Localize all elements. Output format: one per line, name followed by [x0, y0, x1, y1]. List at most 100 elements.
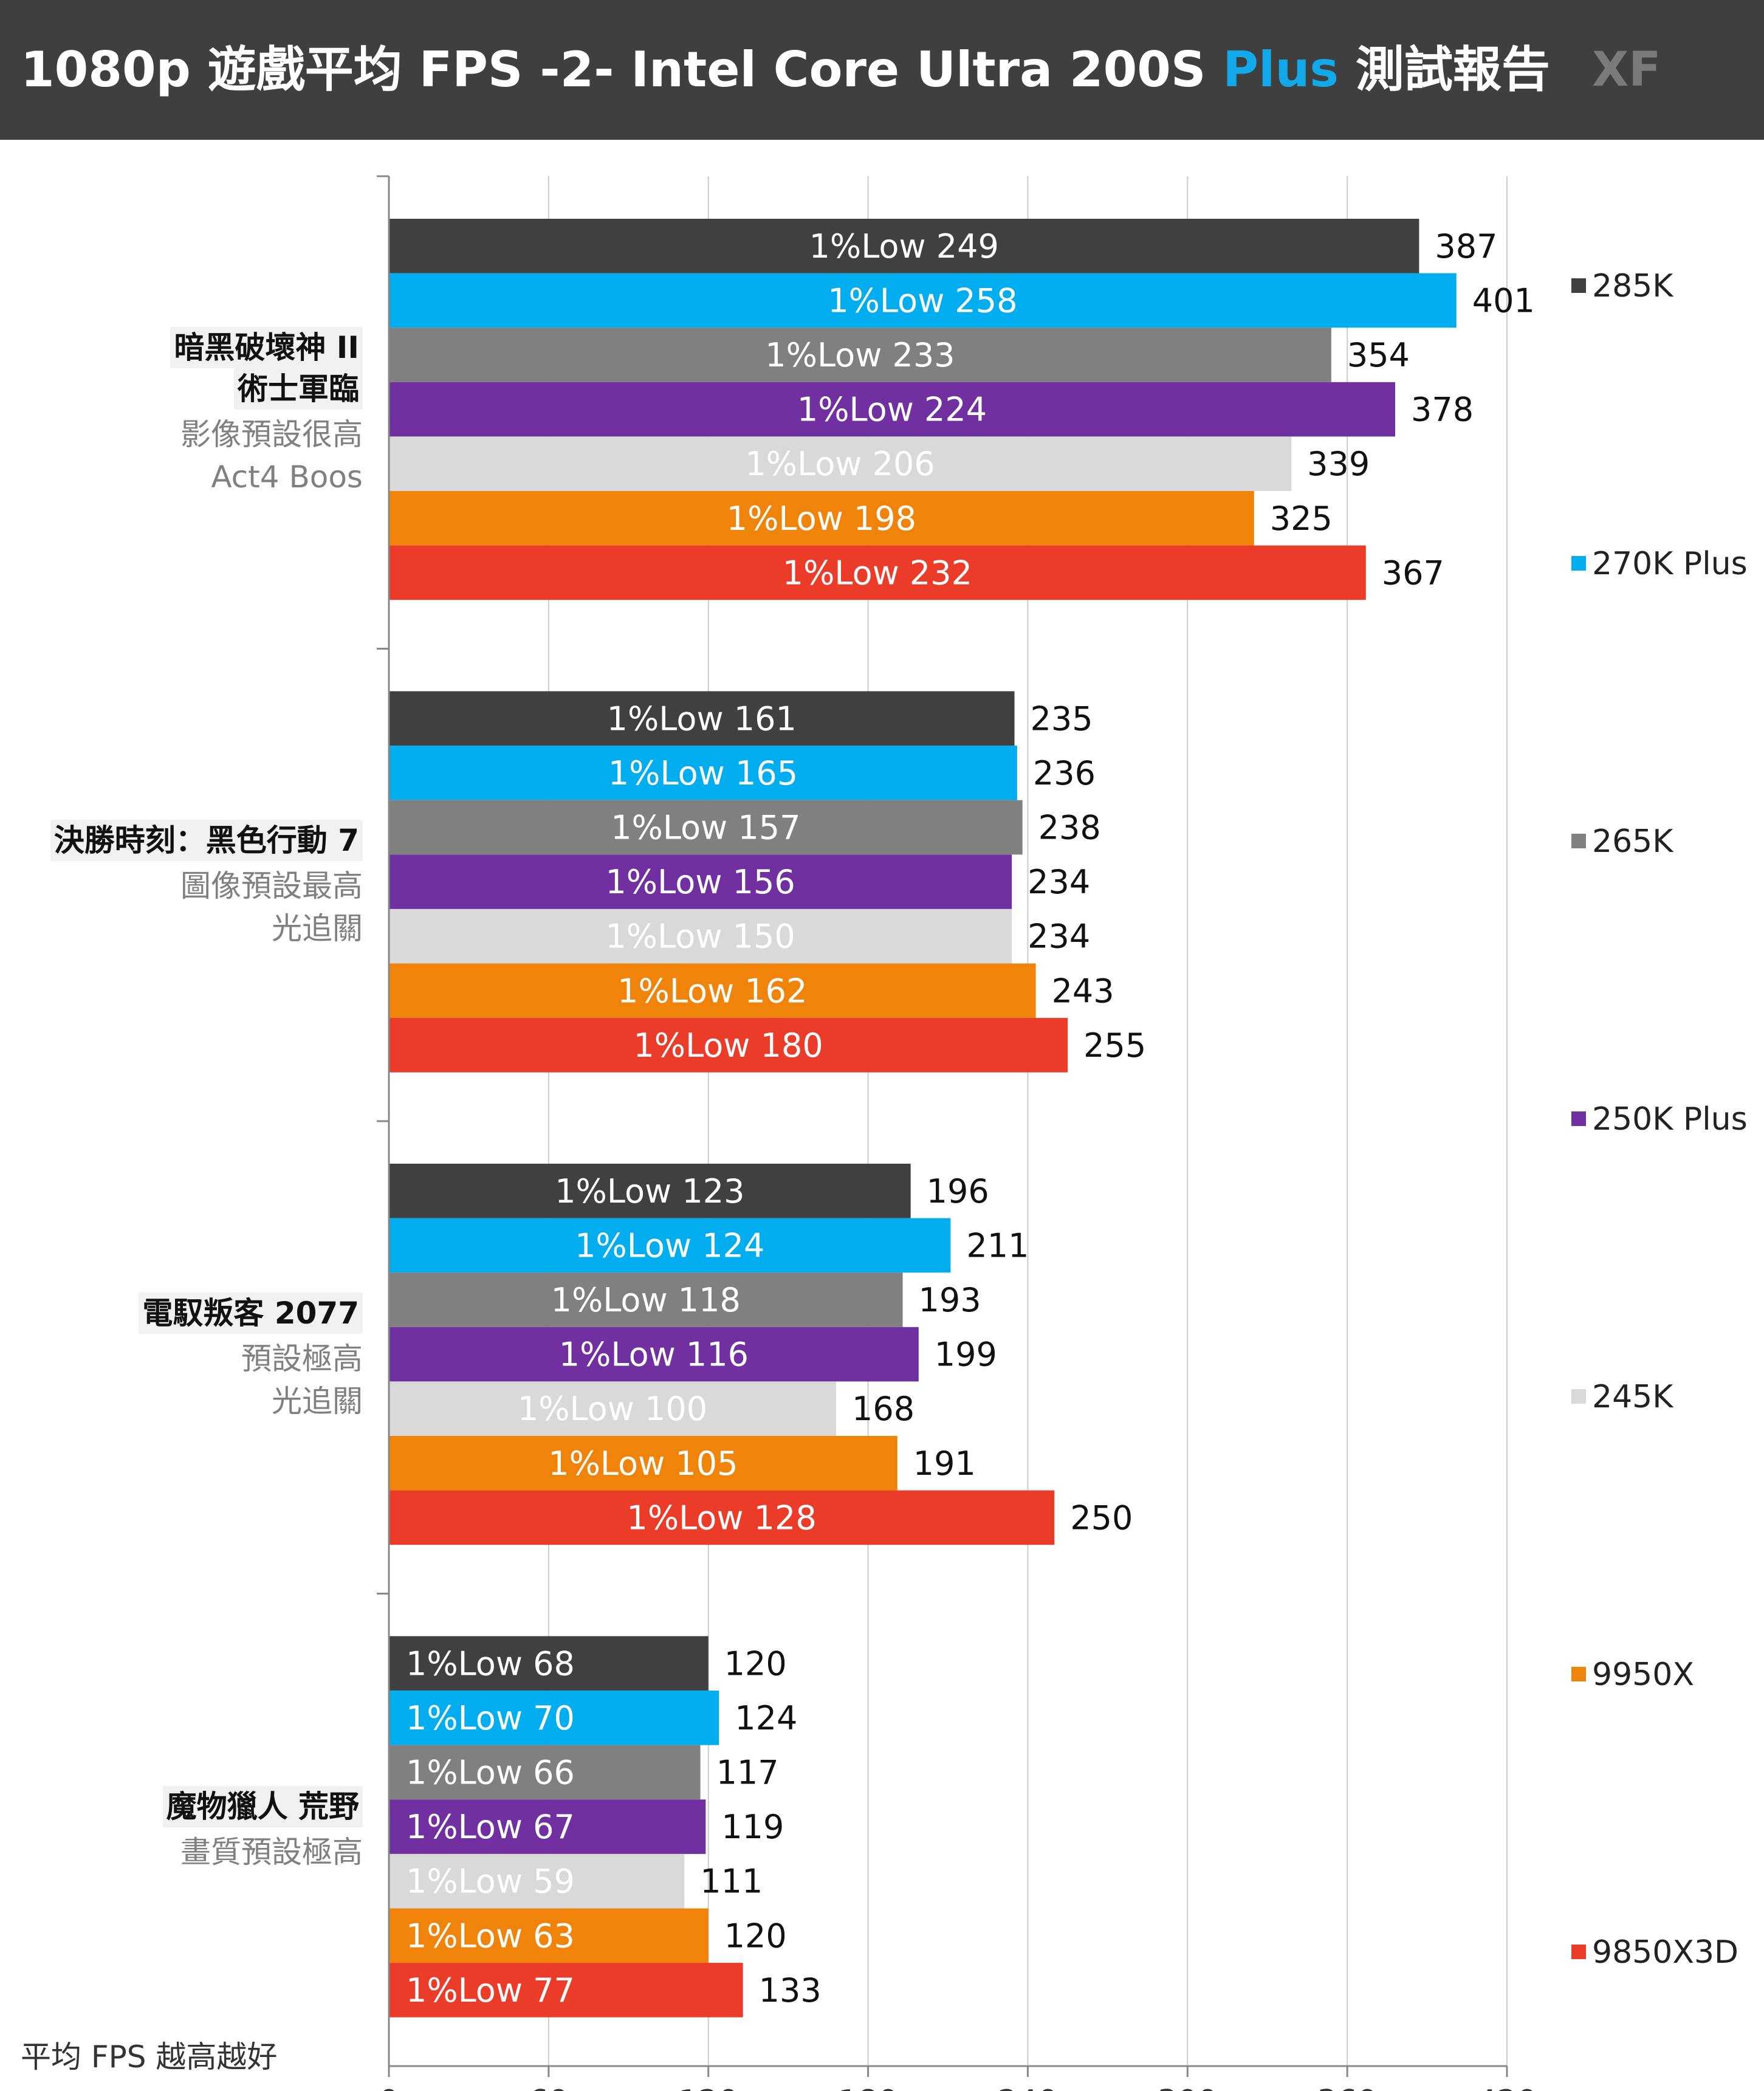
- category-title: 電馭叛客 2077: [139, 1292, 363, 1334]
- bar-low-label: 1%Low 66: [406, 1754, 575, 1792]
- bar: [389, 1490, 1055, 1545]
- legend-label: 9850X3D: [1592, 1934, 1739, 1971]
- legend-item: 270K Plus: [1571, 543, 1748, 585]
- x-tick-label: 420: [1477, 2084, 1537, 2091]
- bar-low-label: 1%Low 232: [783, 554, 972, 592]
- category-subtitle: Act4 Boos: [211, 459, 363, 495]
- bar-low-label: 1%Low 105: [548, 1444, 738, 1483]
- bar: [389, 963, 1036, 1018]
- bar-value-label: 124: [735, 1699, 797, 1737]
- legend-swatch: [1571, 1111, 1586, 1126]
- bar-value-label: 193: [919, 1281, 981, 1319]
- bar-value-label: 235: [1031, 699, 1093, 738]
- bar-low-label: 1%Low 258: [828, 281, 1017, 320]
- bar-low-label: 1%Low 67: [406, 1808, 575, 1846]
- category-title: 決勝時刻：黑色行動 7: [50, 820, 363, 862]
- category-subtitle: 圖像預設最高: [180, 868, 363, 904]
- x-tick-label: 180: [838, 2084, 898, 2091]
- bar-low-label: 1%Low 100: [518, 1390, 707, 1428]
- bar-low-label: 1%Low 198: [727, 500, 916, 538]
- bar: [389, 1636, 709, 1691]
- legend-item: 265K: [1571, 820, 1673, 863]
- bar: [389, 1327, 919, 1382]
- legend-label: 265K: [1592, 823, 1673, 860]
- title-main: 1080p 遊戲平均 FPS -2- Intel Core Ultra 200S: [21, 41, 1223, 98]
- category-subtitle: 預設極高: [241, 1341, 363, 1376]
- bar: [389, 1272, 903, 1327]
- chart-title: 1080p 遊戲平均 FPS -2- Intel Core Ultra 200S…: [21, 36, 1550, 103]
- bar-value-label: 191: [913, 1444, 976, 1483]
- bar-value-label: 236: [1033, 754, 1096, 792]
- footnote: 平均 FPS 越高越好: [21, 2039, 278, 2075]
- bar: [389, 545, 1366, 600]
- legend-item: 285K: [1571, 265, 1673, 307]
- bar-low-label: 1%Low 165: [608, 754, 798, 792]
- bar: [389, 908, 1012, 964]
- bar-low-label: 1%Low 63: [406, 1917, 575, 1955]
- bar: [389, 273, 1457, 328]
- legend-label: 9950X: [1592, 1657, 1694, 1693]
- bar-value-label: 354: [1347, 336, 1410, 374]
- bar-value-label: 325: [1270, 500, 1333, 538]
- bar-value-label: 199: [935, 1336, 997, 1374]
- legend-label: 285K: [1592, 268, 1673, 304]
- legend-label: 270K Plus: [1592, 546, 1748, 582]
- legend-item: 245K: [1571, 1376, 1673, 1418]
- category-subtitle: 光追關: [272, 911, 363, 947]
- title-end: 測試報告: [1339, 41, 1550, 98]
- bar-low-label: 1%Low 59: [406, 1863, 575, 1901]
- bar: [389, 382, 1395, 437]
- bar: [389, 1799, 706, 1854]
- bar: [389, 800, 1023, 855]
- bar: [389, 1745, 701, 1800]
- bar-low-label: 1%Low 77: [406, 1971, 575, 2010]
- bar: [389, 436, 1292, 491]
- bar: [389, 1381, 836, 1436]
- category-title: 魔物獵人 荒野: [162, 1786, 363, 1828]
- bar: [389, 1963, 743, 2017]
- bar-value-label: 120: [724, 1917, 787, 1955]
- legend-swatch: [1571, 1945, 1586, 1959]
- legend-item: 9850X3D: [1571, 1931, 1738, 1974]
- bar: [389, 746, 1017, 800]
- bar-value-label: 243: [1052, 972, 1114, 1010]
- bar-low-label: 1%Low 180: [633, 1026, 823, 1065]
- bar-low-label: 1%Low 116: [559, 1336, 749, 1374]
- x-tick-label: 240: [998, 2084, 1058, 2091]
- bar-value-label: 234: [1028, 918, 1090, 956]
- title-accent: Plus: [1223, 41, 1339, 98]
- category-title: 暗黑破壞神 II: [170, 326, 363, 368]
- bar: [389, 1018, 1068, 1073]
- bar: [389, 328, 1331, 382]
- bar: [389, 219, 1419, 273]
- bar-low-label: 1%Low 157: [611, 809, 800, 847]
- bar-low-label: 1%Low 150: [605, 918, 795, 956]
- bar-value-label: 119: [721, 1808, 784, 1846]
- bar-low-label: 1%Low 70: [406, 1699, 575, 1737]
- bar-value-label: 234: [1028, 863, 1090, 901]
- legend-item: 9950X: [1571, 1653, 1694, 1696]
- bar-low-label: 1%Low 156: [605, 863, 795, 901]
- category-subtitle: 畫質預設極高: [180, 1835, 363, 1870]
- bar-value-label: 339: [1307, 445, 1370, 483]
- bar-low-label: 1%Low 118: [551, 1281, 741, 1319]
- bar-value-label: 367: [1382, 554, 1444, 592]
- bar-low-label: 1%Low 68: [406, 1644, 575, 1683]
- xf-logo: XF: [1592, 43, 1661, 97]
- category-subtitle: 光追關: [272, 1383, 363, 1419]
- bar-value-label: 238: [1038, 809, 1101, 847]
- bar-low-label: 1%Low 162: [617, 972, 807, 1010]
- legend-item: 250K Plus: [1571, 1098, 1748, 1141]
- bar-value-label: 255: [1083, 1026, 1146, 1065]
- bar: [389, 1436, 897, 1491]
- x-tick-label: 0: [379, 2084, 399, 2091]
- bar: [389, 491, 1254, 546]
- bar-low-label: 1%Low 206: [745, 445, 935, 483]
- bar-value-label: 196: [927, 1172, 989, 1210]
- bar-low-label: 1%Low 161: [607, 699, 797, 738]
- legend-swatch: [1571, 834, 1586, 848]
- x-tick-label: 60: [529, 2084, 569, 2091]
- legend-swatch: [1571, 556, 1586, 571]
- bar: [389, 1164, 911, 1218]
